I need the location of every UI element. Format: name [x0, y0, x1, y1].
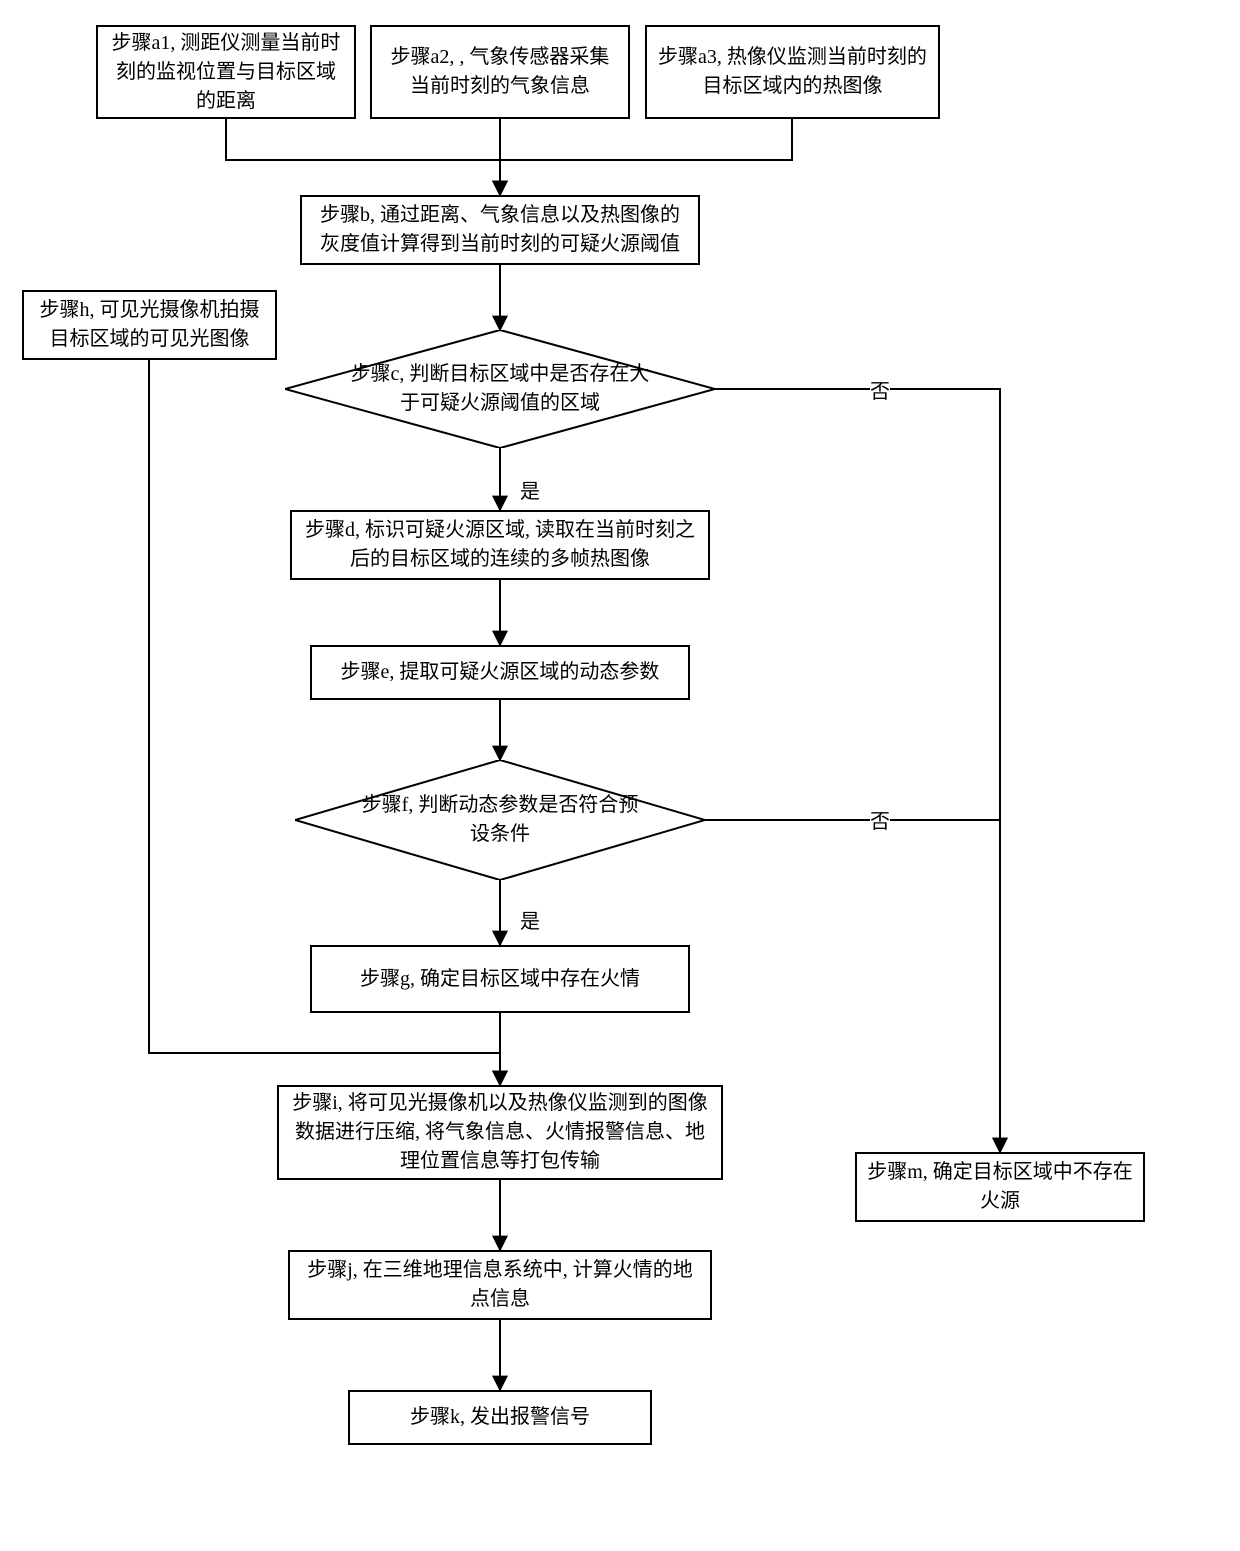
- edge-label-f-g: 是: [520, 905, 540, 934]
- node-m: 步骤m, 确定目标区域中不存在火源: [855, 1152, 1145, 1222]
- node-f-label: 步骤f, 判断动态参数是否符合预设条件: [295, 760, 705, 880]
- node-j-label: 步骤j, 在三维地理信息系统中, 计算火情的地点信息: [300, 1256, 700, 1314]
- node-i: 步骤i, 将可见光摄像机以及热像仪监测到的图像数据进行压缩, 将气象信息、火情报…: [277, 1085, 723, 1180]
- edge-label-c-m: 否: [870, 375, 890, 404]
- node-d: 步骤d, 标识可疑火源区域, 读取在当前时刻之后的目标区域的连续的多帧热图像: [290, 510, 710, 580]
- edge-label-c-d: 是: [520, 475, 540, 504]
- node-b-label: 步骤b, 通过距离、气象信息以及热图像的灰度值计算得到当前时刻的可疑火源阈值: [312, 201, 688, 259]
- node-a3: 步骤a3, 热像仪监测当前时刻的目标区域内的热图像: [645, 25, 940, 119]
- edge-a1-b: [226, 119, 500, 195]
- node-j: 步骤j, 在三维地理信息系统中, 计算火情的地点信息: [288, 1250, 712, 1320]
- node-k: 步骤k, 发出报警信号: [348, 1390, 652, 1445]
- node-g-label: 步骤g, 确定目标区域中存在火情: [360, 965, 640, 994]
- node-d-label: 步骤d, 标识可疑火源区域, 读取在当前时刻之后的目标区域的连续的多帧热图像: [302, 516, 698, 574]
- node-k-label: 步骤k, 发出报警信号: [410, 1403, 590, 1432]
- edge-a3-b: [500, 119, 792, 195]
- node-c: 步骤c, 判断目标区域中是否存在大于可疑火源阈值的区域: [285, 330, 715, 448]
- node-a1-label: 步骤a1, 测距仪测量当前时刻的监视位置与目标区域的距离: [108, 29, 344, 116]
- edge-label-f-m: 否: [870, 805, 890, 834]
- node-m-label: 步骤m, 确定目标区域中不存在火源: [867, 1158, 1133, 1216]
- node-h-label: 步骤h, 可见光摄像机拍摄目标区域的可见光图像: [34, 296, 265, 354]
- node-c-label: 步骤c, 判断目标区域中是否存在大于可疑火源阈值的区域: [285, 330, 715, 448]
- edge-f-m: [705, 820, 1000, 1152]
- node-g: 步骤g, 确定目标区域中存在火情: [310, 945, 690, 1013]
- node-h: 步骤h, 可见光摄像机拍摄目标区域的可见光图像: [22, 290, 277, 360]
- node-a2-label: 步骤a2, , 气象传感器采集当前时刻的气象信息: [382, 43, 618, 101]
- node-a1: 步骤a1, 测距仪测量当前时刻的监视位置与目标区域的距离: [96, 25, 356, 119]
- edge-c-m: [715, 389, 1000, 1152]
- node-a2: 步骤a2, , 气象传感器采集当前时刻的气象信息: [370, 25, 630, 119]
- node-b: 步骤b, 通过距离、气象信息以及热图像的灰度值计算得到当前时刻的可疑火源阈值: [300, 195, 700, 265]
- node-i-label: 步骤i, 将可见光摄像机以及热像仪监测到的图像数据进行压缩, 将气象信息、火情报…: [289, 1089, 711, 1176]
- node-e-label: 步骤e, 提取可疑火源区域的动态参数: [341, 658, 660, 687]
- node-a3-label: 步骤a3, 热像仪监测当前时刻的目标区域内的热图像: [657, 43, 928, 101]
- node-e: 步骤e, 提取可疑火源区域的动态参数: [310, 645, 690, 700]
- flowchart-canvas: 步骤a1, 测距仪测量当前时刻的监视位置与目标区域的距离步骤a2, , 气象传感…: [0, 0, 1240, 1551]
- node-f: 步骤f, 判断动态参数是否符合预设条件: [295, 760, 705, 880]
